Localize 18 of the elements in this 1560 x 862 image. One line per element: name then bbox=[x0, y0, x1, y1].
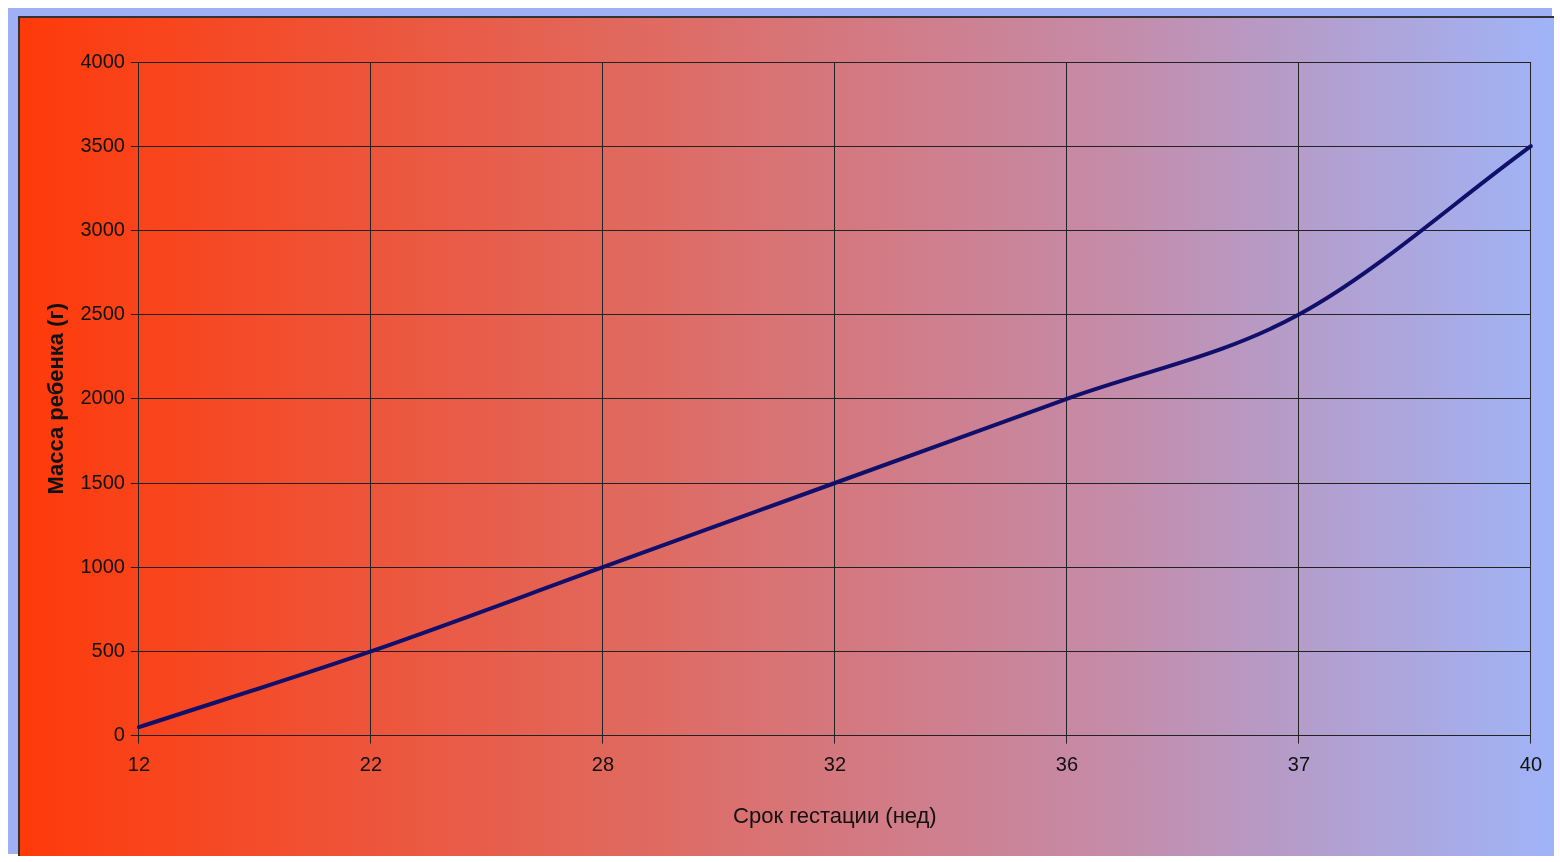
y-tick-label: 4000 bbox=[80, 49, 125, 72]
y-tick-label: 1000 bbox=[80, 554, 125, 577]
x-tick-label: 28 bbox=[591, 753, 615, 776]
y-tick-label: 500 bbox=[91, 638, 125, 661]
y-axis-title: Масса ребенка (г) bbox=[43, 303, 69, 495]
y-tick-label: 2000 bbox=[80, 386, 125, 409]
x-tick-label: 32 bbox=[823, 753, 847, 776]
x-tick-label: 36 bbox=[1055, 753, 1079, 776]
x-axis-title: Срок гестации (нед) bbox=[733, 802, 937, 828]
y-tick-label: 2500 bbox=[80, 302, 125, 325]
y-tick-label: 3000 bbox=[80, 217, 125, 240]
x-tick-label: 40 bbox=[1519, 753, 1542, 776]
x-tick-label: 37 bbox=[1287, 753, 1310, 776]
y-tick-label: 0 bbox=[113, 723, 125, 746]
x-tick-label: 12 bbox=[127, 753, 151, 776]
y-tick-label: 3500 bbox=[80, 133, 125, 156]
y-tick-label: 1500 bbox=[80, 470, 125, 493]
x-tick-label: 22 bbox=[359, 753, 383, 776]
